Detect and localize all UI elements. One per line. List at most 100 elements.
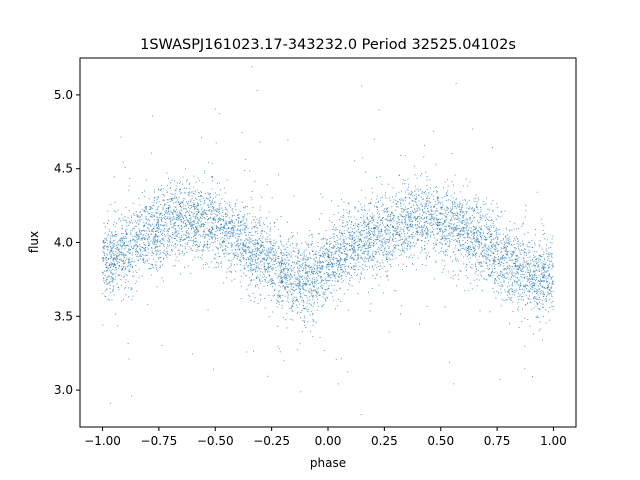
scatter-point xyxy=(389,240,391,242)
scatter-point xyxy=(281,304,283,306)
scatter-point xyxy=(106,254,108,256)
scatter-point xyxy=(357,229,359,231)
scatter-point xyxy=(465,275,467,277)
scatter-point xyxy=(518,248,520,250)
scatter-point xyxy=(184,253,185,255)
scatter-point xyxy=(357,249,359,251)
scatter-point xyxy=(128,249,130,251)
scatter-point xyxy=(248,250,250,252)
scatter-point xyxy=(266,232,268,234)
scatter-point xyxy=(262,230,264,232)
scatter-point xyxy=(457,204,459,206)
scatter-point xyxy=(350,216,352,218)
scatter-point xyxy=(404,240,406,242)
scatter-point xyxy=(372,243,374,245)
scatter-point xyxy=(112,289,114,291)
scatter-point xyxy=(380,220,382,222)
scatter-point xyxy=(174,229,176,231)
scatter-point xyxy=(142,208,144,210)
scatter-point xyxy=(519,288,521,290)
scatter-point xyxy=(113,259,115,261)
scatter-point xyxy=(321,281,323,283)
scatter-point xyxy=(421,235,423,237)
scatter-point xyxy=(357,257,359,259)
scatter-point xyxy=(209,217,211,219)
scatter-point xyxy=(115,248,117,250)
scatter-point xyxy=(155,250,157,252)
scatter-point xyxy=(312,286,314,288)
scatter-point xyxy=(338,298,340,300)
scatter-point xyxy=(413,246,415,248)
scatter-point xyxy=(215,214,217,216)
scatter-point xyxy=(548,293,550,294)
scatter-point xyxy=(460,214,462,216)
scatter-point xyxy=(118,265,120,267)
scatter-point xyxy=(141,239,143,241)
scatter-point xyxy=(379,262,381,264)
scatter-point xyxy=(201,214,203,216)
scatter-point xyxy=(155,233,157,235)
scatter-point xyxy=(367,240,369,242)
scatter-point xyxy=(426,232,428,234)
scatter-point xyxy=(310,266,312,268)
scatter-point xyxy=(292,270,294,272)
scatter-point xyxy=(418,216,420,218)
scatter-point xyxy=(515,260,517,262)
scatter-point xyxy=(334,253,336,255)
scatter-point xyxy=(298,248,300,250)
scatter-point xyxy=(103,282,105,284)
scatter-point xyxy=(183,200,185,202)
scatter-point xyxy=(286,254,288,256)
scatter-point xyxy=(281,257,283,259)
scatter-point xyxy=(392,239,394,241)
scatter-point xyxy=(283,269,285,271)
scatter-point xyxy=(224,256,226,258)
scatter-point xyxy=(322,252,324,254)
scatter-point xyxy=(449,225,451,227)
scatter-point xyxy=(134,250,136,252)
scatter-point xyxy=(407,228,409,230)
scatter-point xyxy=(158,219,160,221)
scatter-point xyxy=(400,199,402,201)
scatter-point xyxy=(275,267,277,269)
scatter-point xyxy=(160,243,162,244)
scatter-point xyxy=(458,206,460,208)
scatter-point xyxy=(542,274,544,276)
scatter-point xyxy=(403,233,405,235)
scatter-point xyxy=(379,233,381,235)
scatter-point xyxy=(434,210,436,212)
scatter-point xyxy=(305,267,307,269)
scatter-point xyxy=(476,240,478,242)
scatter-point xyxy=(273,242,275,244)
scatter-point xyxy=(137,246,139,248)
scatter-point xyxy=(416,234,418,236)
scatter-point xyxy=(118,252,120,254)
scatter-point xyxy=(379,199,381,201)
scatter-point xyxy=(315,256,317,258)
scatter-point xyxy=(256,267,258,269)
scatter-point xyxy=(489,275,491,277)
scatter-point xyxy=(254,267,256,269)
scatter-point xyxy=(174,180,176,182)
scatter-point xyxy=(329,248,331,250)
scatter-point xyxy=(153,240,155,242)
scatter-point xyxy=(179,202,181,204)
scatter-point xyxy=(351,239,353,241)
scatter-point xyxy=(219,218,221,220)
scatter-point xyxy=(208,193,210,195)
scatter-point xyxy=(244,170,246,172)
scatter-point xyxy=(369,237,371,239)
scatter-point xyxy=(455,259,457,261)
scatter-point xyxy=(312,273,314,275)
scatter-point xyxy=(507,276,509,278)
scatter-point xyxy=(429,255,431,257)
scatter-point xyxy=(171,237,173,239)
scatter-point xyxy=(193,223,195,225)
scatter-point xyxy=(366,235,368,237)
scatter-point xyxy=(324,350,326,352)
scatter-point xyxy=(547,284,549,286)
scatter-point xyxy=(522,258,524,260)
scatter-point xyxy=(142,254,144,256)
scatter-point xyxy=(206,234,208,236)
scatter-point xyxy=(163,257,164,259)
